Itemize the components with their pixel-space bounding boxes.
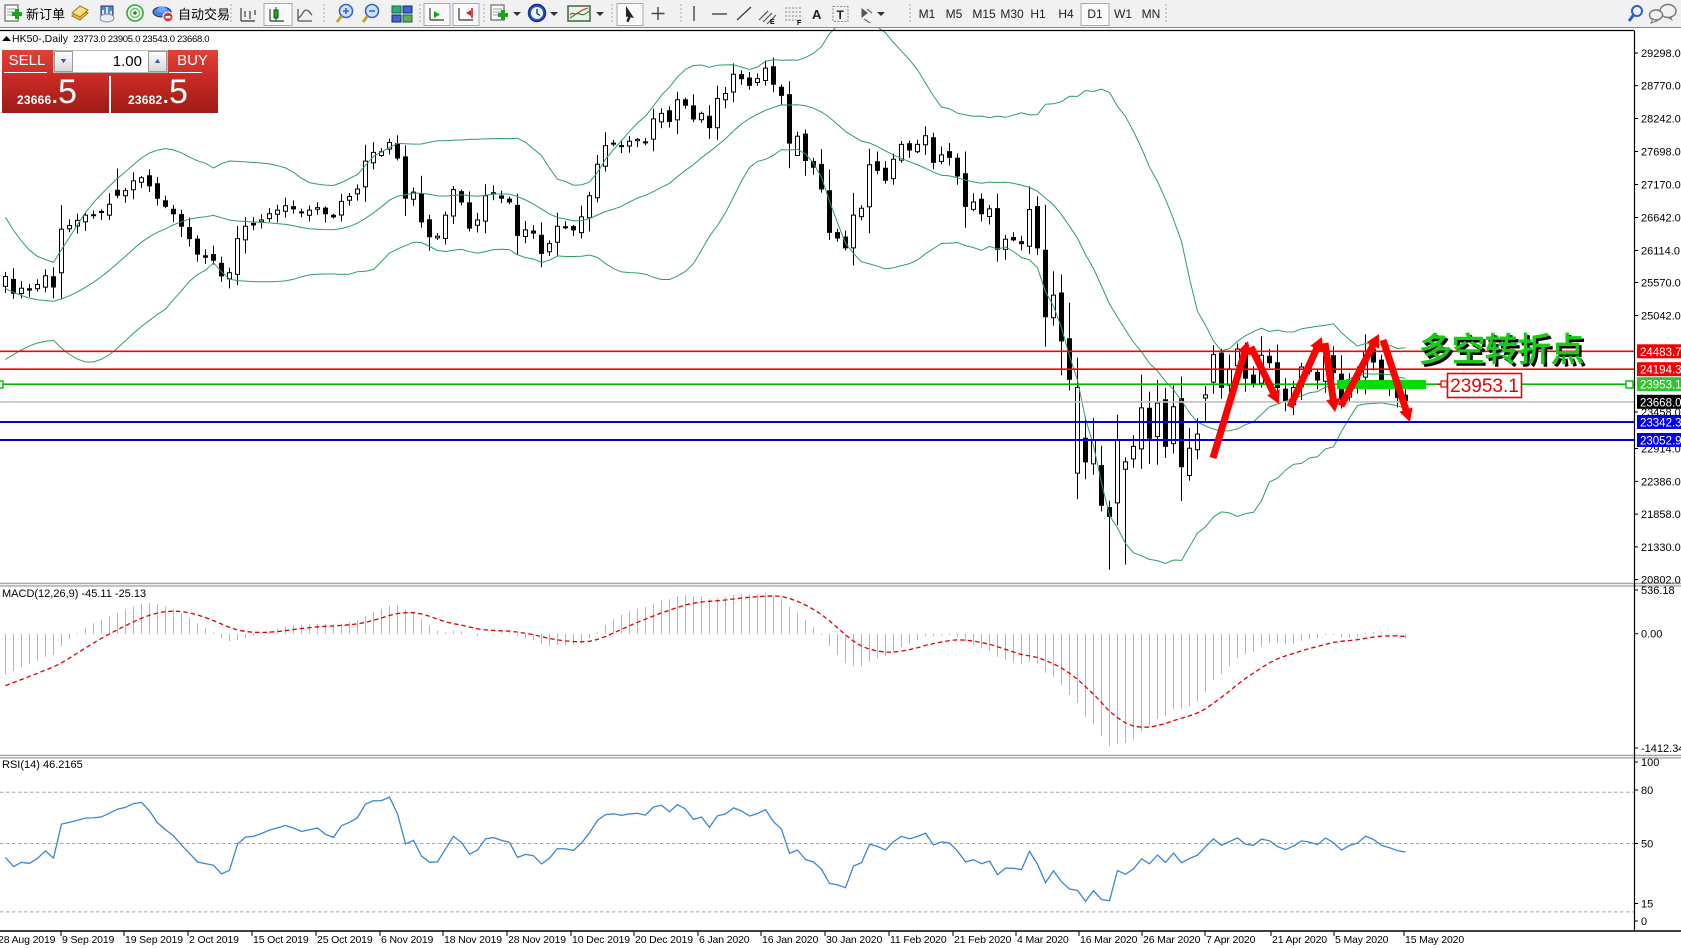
- svg-text:80: 80: [1641, 785, 1653, 797]
- svg-text:23342.3: 23342.3: [1640, 418, 1681, 430]
- svg-text:16 Jan 2020: 16 Jan 2020: [762, 934, 818, 946]
- svg-text:536.18: 536.18: [1641, 585, 1675, 597]
- svg-text:HK50-,Daily 23773.0 23905.0 2: HK50-,Daily 23773.0 23905.0 23543.0 2366…: [12, 33, 209, 45]
- svg-text:M30: M30: [1000, 7, 1024, 21]
- svg-text:21 Feb 2020: 21 Feb 2020: [954, 934, 1012, 946]
- svg-text:6 Nov 2019: 6 Nov 2019: [381, 934, 434, 946]
- svg-text:26642.0: 26642.0: [1641, 213, 1681, 225]
- svg-text:22386.0: 22386.0: [1641, 476, 1681, 488]
- svg-text:5 May 2020: 5 May 2020: [1335, 934, 1389, 946]
- svg-text:D1: D1: [1087, 7, 1103, 21]
- svg-text:50: 50: [1641, 839, 1653, 851]
- svg-text:F: F: [797, 20, 802, 27]
- svg-text:4 Mar 2020: 4 Mar 2020: [1017, 934, 1069, 946]
- svg-text:7 Apr 2020: 7 Apr 2020: [1206, 934, 1256, 946]
- svg-text:26114.0: 26114.0: [1641, 246, 1680, 258]
- svg-text:26 Mar 2020: 26 Mar 2020: [1143, 934, 1201, 946]
- svg-text:27698.0: 27698.0: [1641, 147, 1681, 159]
- svg-text:16 Mar 2020: 16 Mar 2020: [1080, 934, 1138, 946]
- svg-text:28770.0: 28770.0: [1641, 81, 1681, 93]
- svg-text:10 Dec 2019: 10 Dec 2019: [572, 934, 630, 946]
- svg-text:H1: H1: [1030, 7, 1046, 21]
- svg-text:21 Apr 2020: 21 Apr 2020: [1272, 934, 1327, 946]
- svg-text:E: E: [770, 19, 775, 26]
- svg-text:9 Sep 2019: 9 Sep 2019: [62, 934, 115, 946]
- svg-text:MN: MN: [1142, 7, 1161, 21]
- svg-text:多空转折点: 多空转折点: [1422, 334, 1587, 371]
- svg-text:19 Sep 2019: 19 Sep 2019: [125, 934, 183, 946]
- svg-text:15 Oct 2019: 15 Oct 2019: [253, 934, 309, 946]
- svg-text:自动交易: 自动交易: [178, 7, 230, 22]
- svg-text:6 Jan 2020: 6 Jan 2020: [699, 934, 750, 946]
- svg-text:多空转折点: 多空转折点: [1419, 331, 1584, 368]
- svg-text:100: 100: [1641, 757, 1659, 769]
- svg-text:15 May 2020: 15 May 2020: [1405, 934, 1464, 946]
- svg-text:0.00: 0.00: [1641, 629, 1662, 641]
- svg-text:A: A: [812, 7, 822, 22]
- svg-text:25570.0: 25570.0: [1641, 278, 1681, 290]
- svg-text:0: 0: [1641, 916, 1647, 928]
- svg-text:11 Feb 2020: 11 Feb 2020: [890, 934, 947, 946]
- svg-text:MACD(12,26,9) -45.11 -25.13: MACD(12,26,9) -45.11 -25.13: [2, 588, 146, 600]
- svg-text:15: 15: [1641, 899, 1653, 911]
- svg-text:21330.0: 21330.0: [1641, 542, 1681, 554]
- svg-text:18 Nov 2019: 18 Nov 2019: [444, 934, 502, 946]
- svg-text:30 Jan 2020: 30 Jan 2020: [826, 934, 882, 946]
- svg-text:28 Aug 2019: 28 Aug 2019: [0, 934, 56, 946]
- svg-text:25 Oct 2019: 25 Oct 2019: [317, 934, 373, 946]
- svg-text:28 Nov 2019: 28 Nov 2019: [508, 934, 566, 946]
- svg-text:24483.7: 24483.7: [1640, 347, 1681, 359]
- svg-text:29298.0: 29298.0: [1641, 48, 1681, 60]
- svg-text:23668.0: 23668.0: [1640, 397, 1681, 409]
- svg-text:M1: M1: [919, 7, 936, 21]
- svg-text:20802.0: 20802.0: [1641, 575, 1681, 587]
- svg-text:25042.0: 25042.0: [1641, 311, 1681, 323]
- svg-text:21858.0: 21858.0: [1641, 509, 1681, 521]
- svg-text:-1412.34: -1412.34: [1641, 743, 1681, 755]
- svg-text:T: T: [837, 8, 845, 22]
- svg-text:28242.0: 28242.0: [1641, 114, 1681, 126]
- svg-text:27170.0: 27170.0: [1641, 180, 1681, 192]
- svg-text:23953.1: 23953.1: [1450, 376, 1519, 397]
- svg-text:新订单: 新订单: [26, 7, 65, 22]
- svg-text:20 Dec 2019: 20 Dec 2019: [635, 934, 693, 946]
- svg-text:H4: H4: [1058, 7, 1074, 21]
- svg-text:24194.3: 24194.3: [1640, 365, 1681, 377]
- svg-text:23052.9: 23052.9: [1640, 436, 1681, 448]
- svg-text:RSI(14) 46.2165: RSI(14) 46.2165: [2, 759, 83, 771]
- svg-text:M5: M5: [946, 7, 963, 21]
- svg-text:W1: W1: [1114, 7, 1132, 21]
- svg-text:M15: M15: [972, 7, 996, 21]
- svg-text:23953.1: 23953.1: [1640, 380, 1681, 392]
- svg-text:2 Oct 2019: 2 Oct 2019: [189, 934, 239, 946]
